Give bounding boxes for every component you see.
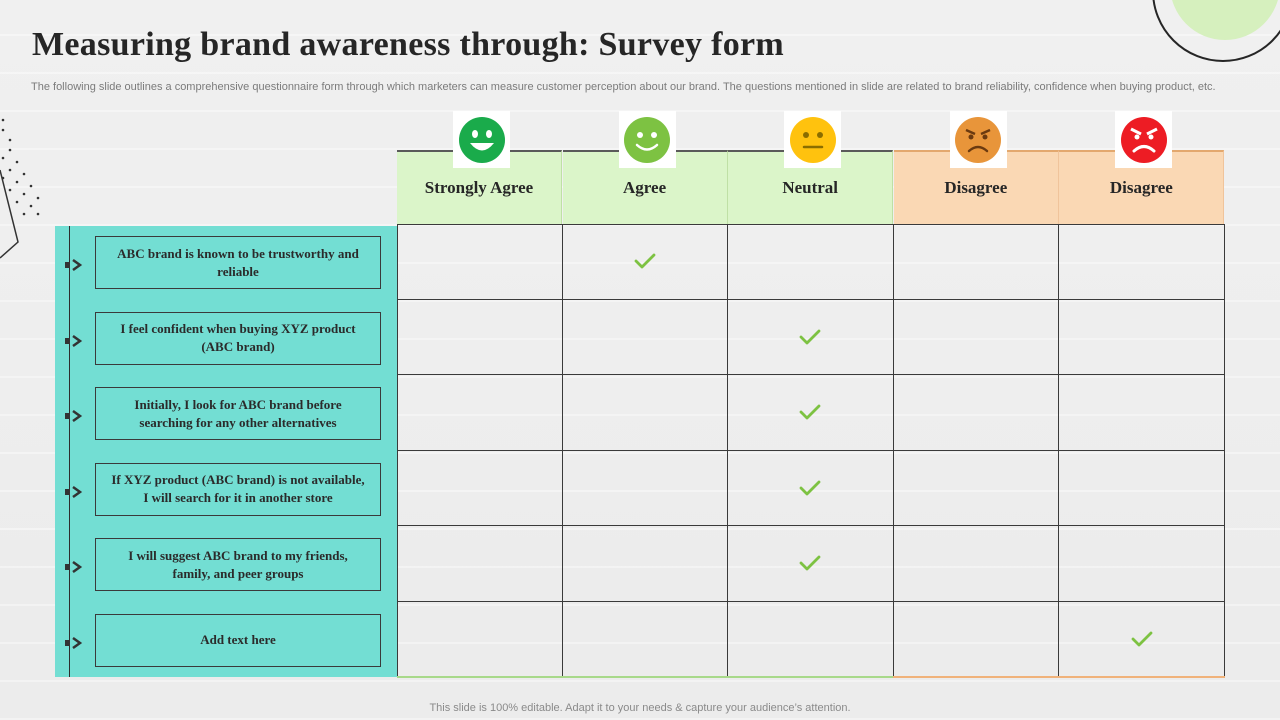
footer-note: This slide is 100% editable. Adapt it to… <box>429 702 851 714</box>
response-cell[interactable] <box>1059 526 1225 602</box>
row-arrow-icon <box>64 409 84 423</box>
checkmark-icon <box>800 480 821 496</box>
emoji-box <box>453 111 510 168</box>
response-cell[interactable] <box>397 299 563 375</box>
response-cell[interactable] <box>893 450 1060 526</box>
response-cell[interactable] <box>893 526 1060 602</box>
checkmark-icon <box>800 404 821 420</box>
angry-face-icon <box>1120 116 1167 163</box>
response-cell[interactable] <box>893 375 1060 451</box>
response-cell[interactable] <box>893 224 1060 300</box>
response-cell[interactable] <box>1059 450 1225 526</box>
checkmark-icon <box>634 253 656 269</box>
emoji-box <box>949 111 1007 168</box>
question-box: I feel confident when buying XYZ product… <box>95 311 381 365</box>
decorative-dots <box>0 118 40 259</box>
response-cell[interactable] <box>562 450 729 526</box>
grid-bottom-accent-orange <box>893 676 1225 678</box>
questions-panel <box>55 226 397 677</box>
question-box: Add text here <box>95 613 381 667</box>
checkmark-icon <box>800 555 821 571</box>
response-cell[interactable] <box>893 299 1060 375</box>
question-box: I will suggest ABC brand to my friends, … <box>95 538 381 591</box>
checkmark-icon <box>800 329 821 345</box>
response-cell[interactable] <box>893 601 1060 677</box>
response-cell[interactable] <box>728 601 894 677</box>
row-arrow-icon <box>64 636 84 649</box>
checkmark-icon <box>1131 631 1153 647</box>
response-cell[interactable] <box>728 224 894 300</box>
response-cell[interactable] <box>1059 299 1225 375</box>
very-happy-face-icon <box>458 116 505 163</box>
question-box: ABC brand is known to be trustworthy and… <box>95 236 381 289</box>
emoji-box <box>1115 111 1173 168</box>
response-cell[interactable] <box>728 299 894 375</box>
row-arrow-icon <box>64 560 84 574</box>
panel-divider-line <box>69 226 70 677</box>
question-box: If XYZ product (ABC brand) is not availa… <box>95 462 381 516</box>
response-cell[interactable] <box>1059 375 1225 451</box>
response-cell[interactable] <box>397 375 563 451</box>
response-cell[interactable] <box>728 375 894 451</box>
page-description: The following slide outlines a comprehen… <box>31 81 1216 93</box>
row-arrow-icon <box>64 334 84 347</box>
response-cell[interactable] <box>562 224 729 300</box>
sad-face-icon <box>955 116 1002 163</box>
grid-border <box>397 224 398 677</box>
response-cell[interactable] <box>562 601 729 677</box>
response-cell[interactable] <box>397 224 563 300</box>
response-cell[interactable] <box>397 601 563 677</box>
survey-grid <box>397 224 1225 677</box>
row-arrow-icon <box>64 258 84 272</box>
happy-face-icon <box>624 116 671 163</box>
response-cell[interactable] <box>1059 224 1225 300</box>
response-cell[interactable] <box>397 526 563 602</box>
row-arrow-icon <box>64 485 84 498</box>
response-cell[interactable] <box>728 450 894 526</box>
response-cell[interactable] <box>1059 601 1225 677</box>
page-title: Measuring brand awareness through: Surve… <box>32 26 785 63</box>
emoji-box <box>618 111 676 168</box>
emoji-box <box>784 111 842 168</box>
grid-bottom-accent-green <box>397 676 893 678</box>
response-cell[interactable] <box>562 526 729 602</box>
response-cell[interactable] <box>562 299 729 375</box>
neutral-face-icon <box>789 116 836 163</box>
column-header: Disagree <box>893 150 1059 224</box>
question-box: Initially, I look for ABC brand before s… <box>95 387 381 440</box>
response-cell[interactable] <box>397 450 563 526</box>
response-cell[interactable] <box>562 375 729 451</box>
grid-border <box>397 224 1225 225</box>
response-cell[interactable] <box>728 526 894 602</box>
